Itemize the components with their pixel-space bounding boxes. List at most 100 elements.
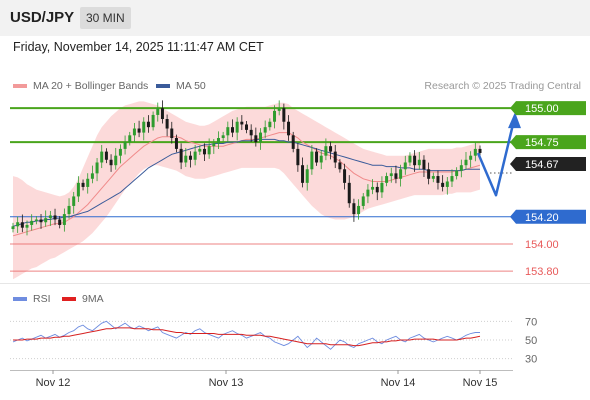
candle-body xyxy=(408,155,412,163)
candle-body xyxy=(445,181,449,187)
level-tag-154.20 xyxy=(510,209,586,224)
candle-body xyxy=(380,182,384,193)
candle-body xyxy=(95,162,99,174)
candle-body xyxy=(450,176,454,182)
candle-body xyxy=(156,108,160,115)
level-label-154.67: 154.67 xyxy=(525,159,559,171)
level-label-154.20: 154.20 xyxy=(525,212,559,224)
rsi-ma-legend-label: 9MA xyxy=(82,293,104,305)
candle-body xyxy=(188,155,192,160)
candle-body xyxy=(62,214,66,225)
research-credit: Research © 2025 Trading Central xyxy=(424,80,581,92)
candle-body xyxy=(118,148,122,156)
rsi-tick-30: 30 xyxy=(525,354,537,366)
candle-body xyxy=(422,159,426,170)
candle-body xyxy=(333,151,337,163)
candle-body xyxy=(455,170,459,177)
candle-body xyxy=(128,135,132,143)
candle-body xyxy=(100,151,104,163)
chart-header: USD/JPY 30 MIN xyxy=(0,0,590,36)
candle-body xyxy=(34,219,38,221)
candle-body xyxy=(291,135,295,149)
candle-body xyxy=(25,224,29,228)
rsi-tick-50: 50 xyxy=(525,335,537,347)
forecast-arrowhead xyxy=(508,112,521,129)
candle-body xyxy=(371,186,375,190)
candle-body xyxy=(469,155,473,160)
candle-body xyxy=(249,129,253,136)
rsi-ma-line xyxy=(13,327,481,347)
rsi-tick-70: 70 xyxy=(525,316,537,328)
candle-body xyxy=(114,155,118,166)
timeframe-button[interactable]: 30 MIN xyxy=(80,7,131,29)
timestamp: Friday, November 14, 2025 11:11:47 AM CE… xyxy=(13,40,264,54)
candle-body xyxy=(315,151,319,163)
candle-body xyxy=(301,165,305,183)
candle-body xyxy=(207,146,211,155)
candle-body xyxy=(193,151,197,160)
candle-body xyxy=(389,173,393,177)
candle-body xyxy=(72,196,76,206)
rsi-legend-label: RSI xyxy=(33,293,51,305)
ma50-line xyxy=(12,138,480,227)
candle-body xyxy=(263,127,267,133)
x-tick-label: Nov 15 xyxy=(463,377,498,389)
ma20-swatch xyxy=(13,84,27,88)
candle-body xyxy=(184,155,188,163)
candle-body xyxy=(347,182,351,204)
candle-body xyxy=(146,121,150,128)
candle-body xyxy=(67,205,71,215)
candle-body xyxy=(282,108,286,122)
candle-body xyxy=(441,182,445,187)
level-tag-155.00 xyxy=(510,101,586,116)
instrument-title: USD/JPY xyxy=(10,9,75,26)
candle-body xyxy=(366,189,370,197)
level-label-155.00: 155.00 xyxy=(525,103,559,115)
level-tag-154.67 xyxy=(510,156,586,171)
candle-body xyxy=(254,135,258,143)
candle-body xyxy=(81,182,85,187)
x-tick-label: Nov 12 xyxy=(36,377,71,389)
candle-body xyxy=(216,138,220,144)
candle-body xyxy=(319,155,323,163)
candle-body xyxy=(202,148,206,155)
candle-body xyxy=(413,155,417,166)
candle-body xyxy=(151,114,155,128)
candle-body xyxy=(58,219,62,225)
candle-body xyxy=(39,219,43,223)
candle-body xyxy=(478,148,482,153)
ma20-legend-label: MA 20 + Bollinger Bands xyxy=(33,80,149,92)
candle-body xyxy=(352,203,356,215)
candle-body xyxy=(287,121,291,136)
candle-body xyxy=(375,186,379,193)
candle-body xyxy=(44,218,48,223)
candle-body xyxy=(464,159,468,166)
candle-body xyxy=(329,146,333,152)
candle-body xyxy=(170,128,174,139)
candle-body xyxy=(394,173,398,179)
x-tick-label: Nov 14 xyxy=(381,377,416,389)
candle-body xyxy=(48,215,52,219)
candle-body xyxy=(385,176,389,183)
candle-body xyxy=(76,182,80,197)
candle-body xyxy=(20,222,24,228)
candle-body xyxy=(338,162,342,170)
candle-body xyxy=(399,169,403,179)
candle-body xyxy=(165,119,169,129)
candle-body xyxy=(357,205,361,215)
candle-body xyxy=(104,151,108,160)
candle-body xyxy=(417,159,421,166)
candle-body xyxy=(431,176,435,179)
candle-body xyxy=(361,196,365,206)
ma50-legend-label: MA 50 xyxy=(176,80,206,92)
candle-body xyxy=(459,165,463,171)
candle-body xyxy=(235,121,239,133)
candle-body xyxy=(305,169,309,183)
candle-body xyxy=(86,178,90,187)
candle-body xyxy=(160,108,164,120)
candle-body xyxy=(90,173,94,179)
level-tag-154.75 xyxy=(510,135,586,150)
candle-body xyxy=(427,169,431,179)
candle-body xyxy=(226,127,230,136)
